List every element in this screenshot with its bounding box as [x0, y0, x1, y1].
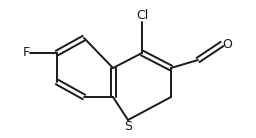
Text: S: S [124, 120, 132, 133]
Text: F: F [23, 47, 30, 59]
Text: Cl: Cl [136, 9, 148, 22]
Text: O: O [222, 38, 232, 51]
